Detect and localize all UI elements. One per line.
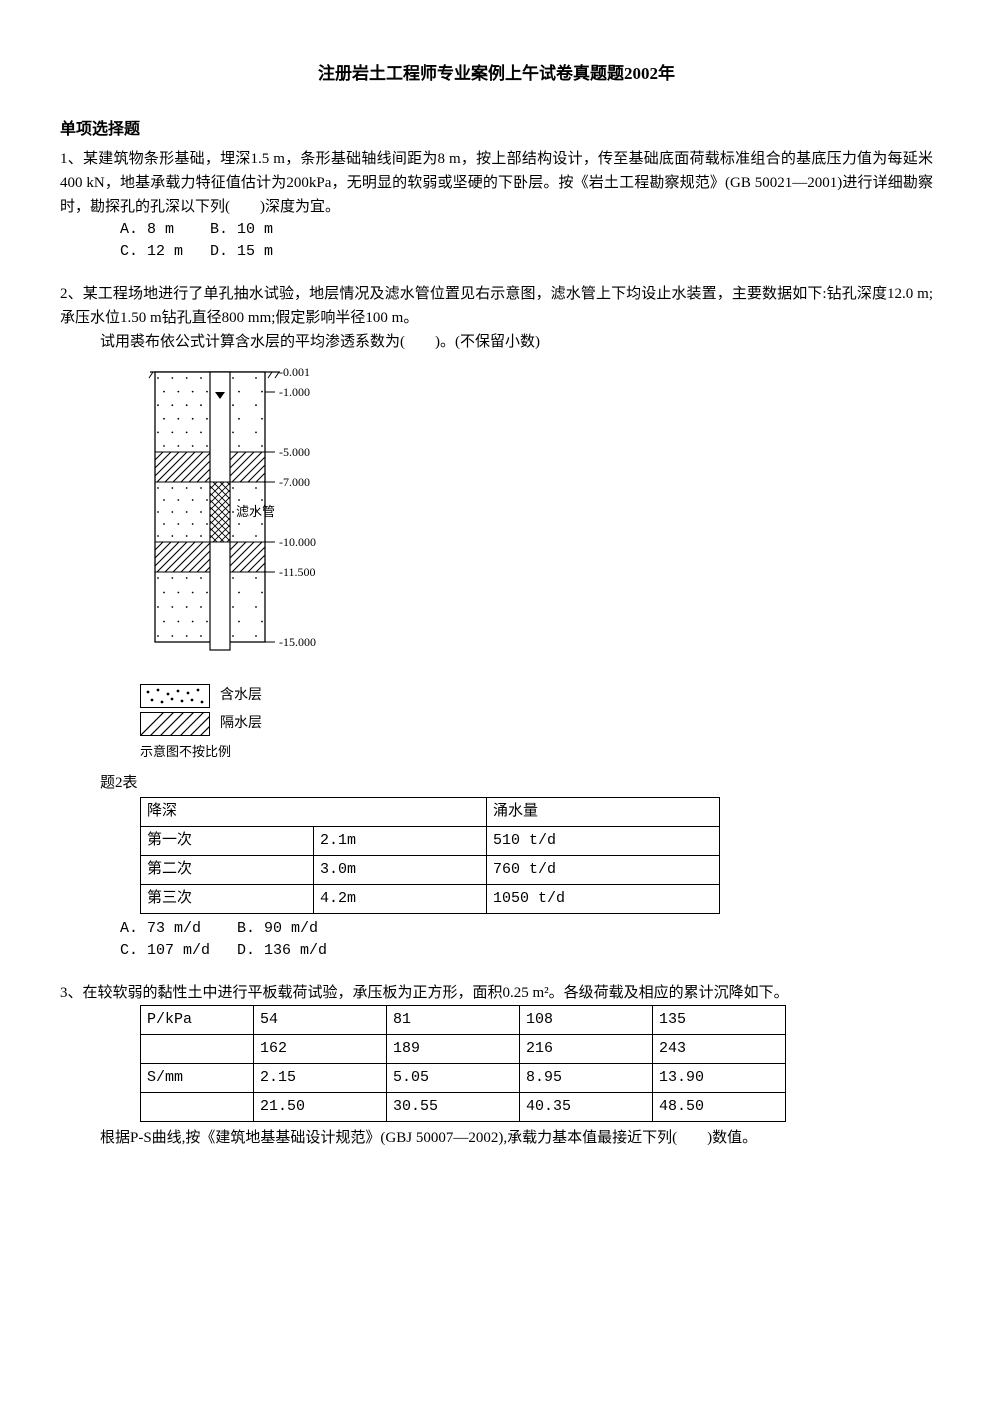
legend-aquifer-label: 含水层 xyxy=(220,685,262,707)
q1-text: 1、某建筑物条形基础，埋深1.5 m，条形基础轴线间距为8 m，按上部结构设计，… xyxy=(60,147,933,219)
table-row: 21.5030.5540.3548.50 xyxy=(141,1092,786,1121)
q2-options: A. 73 m/d B. 90 m/d C. 107 m/d D. 136 m/… xyxy=(60,918,933,963)
question-3: 3、在较软弱的黏性土中进行平板载荷试验，承压板为正方形，面积0.25 m²。各级… xyxy=(60,981,933,1150)
q2-opt-c: C. 107 m/d xyxy=(120,942,210,959)
legend-aquifer: 含水层 xyxy=(140,684,933,708)
legend-aquiclude: 隔水层 xyxy=(140,712,933,736)
svg-text:-10.000: -10.000 xyxy=(279,535,316,549)
q1-opt-c: C. 12 m xyxy=(120,243,183,260)
question-1: 1、某建筑物条形基础，埋深1.5 m，条形基础轴线间距为8 m，按上部结构设计，… xyxy=(60,147,933,264)
table-row: 第三次4.2m1050 t/d xyxy=(141,884,720,913)
q1-opt-d: D. 15 m xyxy=(210,243,273,260)
q2-diagram: 滤水管 -0.001 -1.000 -5.000 -7.000 -10.000 -11.50… xyxy=(140,362,933,763)
q3-table: P/kPa5481108135 162189216243 S/mm2.155.0… xyxy=(140,1005,786,1122)
svg-text:滤水管: 滤水管 xyxy=(236,504,275,519)
diagram-scale-note: 示意图不按比例 xyxy=(140,742,933,763)
q2-opt-b: B. 90 m/d xyxy=(237,920,318,937)
borehole-diagram-svg: 滤水管 -0.001 -1.000 -5.000 -7.000 -10.000 -11.50… xyxy=(140,362,360,662)
q2-subtext: 试用裘布依公式计算含水层的平均渗透系数为( )。(不保留小数) xyxy=(60,330,933,354)
svg-text:-1.000: -1.000 xyxy=(279,385,310,399)
q2-th-drawdown: 降深 xyxy=(141,797,487,826)
svg-text:-0.001: -0.001 xyxy=(279,365,310,379)
svg-text:-5.000: -5.000 xyxy=(279,445,310,459)
q3-text: 3、在较软弱的黏性土中进行平板载荷试验，承压板为正方形，面积0.25 m²。各级… xyxy=(60,981,933,1005)
page-title: 注册岩土工程师专业案例上午试卷真题题2002年 xyxy=(60,60,933,87)
q1-opt-b: B. 10 m xyxy=(210,221,273,238)
q1-opt-a: A. 8 m xyxy=(120,221,174,238)
table-row: 162189216243 xyxy=(141,1034,786,1063)
table-row: 降深 涌水量 xyxy=(141,797,720,826)
q2-table: 降深 涌水量 第一次2.1m510 t/d 第二次3.0m760 t/d 第三次… xyxy=(140,797,720,914)
q2-text: 2、某工程场地进行了单孔抽水试验，地层情况及滤水管位置见右示意图，滤水管上下均设… xyxy=(60,282,933,330)
q2-opt-a: A. 73 m/d xyxy=(120,920,201,937)
table-row: 第一次2.1m510 t/d xyxy=(141,826,720,855)
question-2: 2、某工程场地进行了单孔抽水试验，地层情况及滤水管位置见右示意图，滤水管上下均设… xyxy=(60,282,933,963)
svg-text:-15.000: -15.000 xyxy=(279,635,316,649)
q2-th-yield: 涌水量 xyxy=(487,797,720,826)
q1-options: A. 8 m B. 10 m C. 12 m D. 15 m xyxy=(60,219,933,264)
table-row: S/mm2.155.058.9513.90 xyxy=(141,1063,786,1092)
q2-opt-d: D. 136 m/d xyxy=(237,942,327,959)
svg-text:-7.000: -7.000 xyxy=(279,475,310,489)
q2-table-caption: 题2表 xyxy=(100,771,933,795)
legend-aquiclude-label: 隔水层 xyxy=(220,713,262,735)
q3-tail: 根据P-S曲线,按《建筑地基基础设计规范》(GBJ 50007—2002),承载… xyxy=(60,1126,933,1150)
table-row: P/kPa5481108135 xyxy=(141,1005,786,1034)
table-row: 第二次3.0m760 t/d xyxy=(141,855,720,884)
svg-text:-11.500: -11.500 xyxy=(279,565,316,579)
section-header: 单项选择题 xyxy=(60,117,933,143)
